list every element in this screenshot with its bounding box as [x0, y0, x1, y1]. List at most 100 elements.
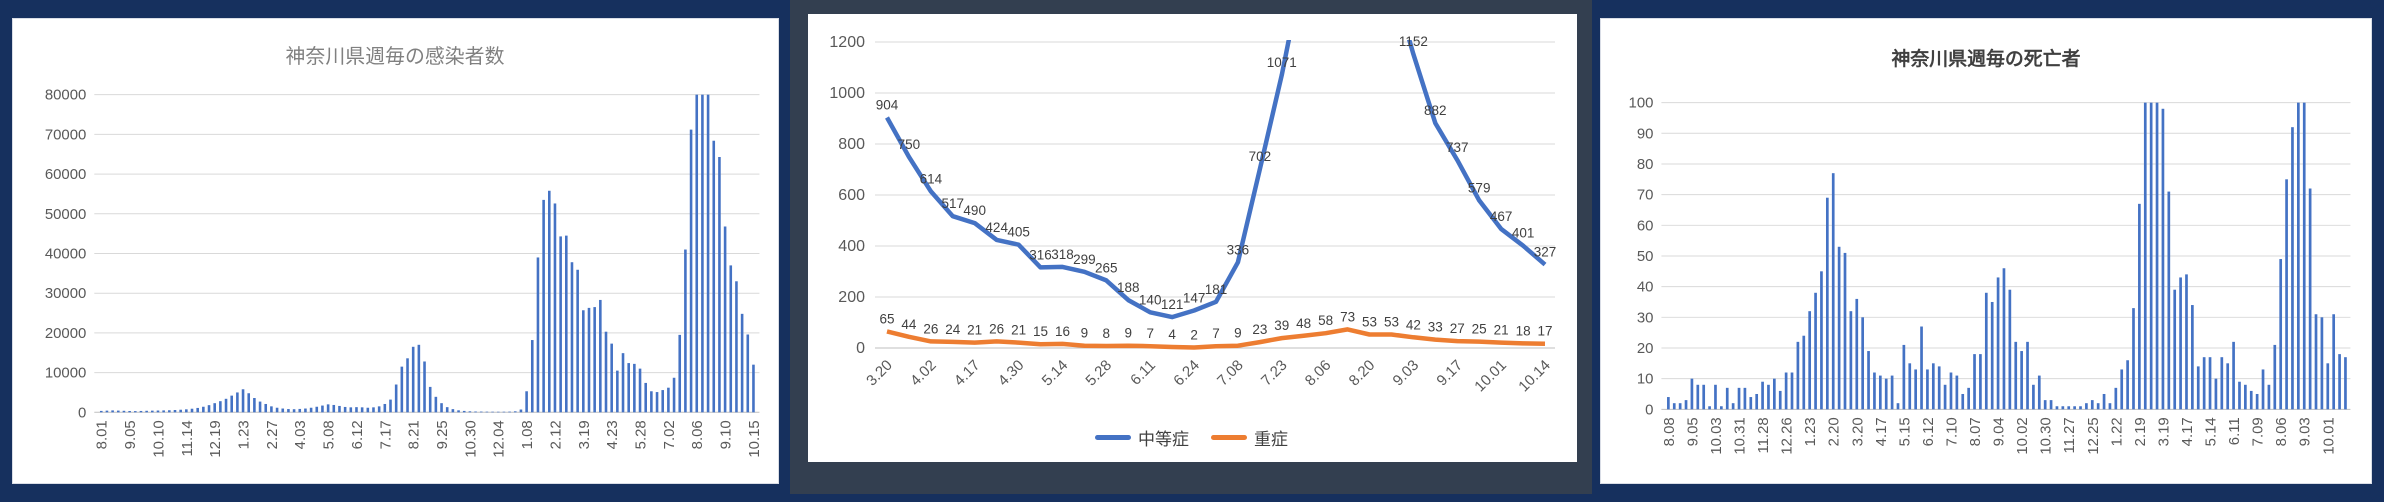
bar	[360, 407, 364, 413]
bar	[151, 410, 154, 413]
bar	[179, 409, 182, 413]
bar	[417, 344, 421, 413]
data-label: 48	[1296, 316, 1311, 331]
bar	[689, 129, 693, 413]
bar	[156, 410, 160, 413]
bar	[508, 411, 511, 413]
y-axis-label: 60000	[45, 166, 86, 183]
data-label: 26	[923, 321, 938, 336]
bar	[2037, 375, 2041, 410]
bar	[2120, 369, 2124, 410]
bar	[326, 404, 330, 413]
bar	[1796, 341, 1800, 410]
data-label: 9	[1081, 326, 1089, 341]
data-label: 181	[1205, 282, 1228, 297]
data-label: 26	[989, 321, 1004, 336]
bar	[1873, 372, 1876, 410]
bar	[2220, 357, 2224, 410]
bar	[1926, 369, 1929, 410]
x-axis-label: 3.20	[863, 357, 896, 390]
x-axis-label: 6.11	[2226, 417, 2243, 445]
data-label: 579	[1468, 180, 1491, 195]
legend-moderate-label[interactable]: 中等症	[1138, 430, 1189, 449]
bar	[219, 401, 222, 413]
bar	[462, 410, 466, 413]
data-label: 702	[1249, 149, 1272, 164]
legend-severe-label[interactable]: 重症	[1254, 430, 1288, 449]
bar	[2143, 102, 2147, 410]
x-axis-label: 9.05	[122, 420, 139, 449]
bar	[1808, 311, 1812, 410]
bar	[190, 408, 194, 413]
bar	[570, 262, 574, 413]
bar	[1837, 246, 1841, 410]
x-axis-label: 3.19	[576, 420, 593, 449]
data-label: 299	[1073, 252, 1096, 267]
x-axis-label: 5.14	[2203, 417, 2220, 446]
y-axis-label: 10000	[45, 365, 86, 382]
bar	[2002, 268, 2006, 410]
x-axis-label: 4.30	[995, 357, 1028, 390]
infections-chart-card[interactable]: 神奈川県週毎の感染者数 0 10000 20000 30000 40000 50000 60…	[12, 18, 779, 484]
data-label: 140	[1139, 292, 1162, 307]
bar	[1672, 403, 1676, 410]
bar	[207, 405, 211, 413]
data-label: 750	[898, 137, 921, 152]
data-label: 737	[1446, 140, 1469, 155]
bar	[593, 307, 596, 413]
bar	[1720, 406, 1723, 410]
legend-severe-marker	[1211, 435, 1247, 440]
data-label: 882	[1424, 103, 1447, 118]
bar	[2196, 366, 2200, 410]
x-axis-label: 4.02	[907, 357, 940, 390]
x-axis-label: 5.14	[1039, 357, 1072, 390]
bar	[712, 140, 716, 413]
bar	[2232, 341, 2235, 410]
x-axis-label: 12.26	[1779, 417, 1796, 454]
bar	[2014, 341, 2018, 410]
bar	[2291, 127, 2294, 410]
bar	[213, 403, 216, 413]
severity-chart-card[interactable]: 0 200 400 600 800 1000 1200 904 750 614 517 490 424 4…	[808, 14, 1577, 462]
bar	[2096, 403, 2100, 410]
bar	[315, 406, 319, 413]
bar	[599, 299, 602, 413]
x-axis-label: 10.02	[2014, 417, 2031, 454]
bar	[638, 368, 642, 413]
y-axis-label: 200	[838, 289, 865, 306]
bar	[1772, 378, 1776, 410]
bar	[2149, 102, 2153, 410]
deaths-chart-card[interactable]: 神奈川県週毎の死亡者 0 10 20 30 40 50 60 70 80 90 100 8.08 9.0…	[1600, 18, 2372, 484]
bar	[695, 94, 699, 413]
x-axis-label: 10.01	[2320, 417, 2337, 454]
x-axis-label: 5.28	[633, 420, 650, 449]
data-label: 18	[1516, 323, 1531, 338]
bar	[372, 407, 375, 413]
data-label: 318	[1051, 247, 1074, 262]
bar	[2032, 384, 2035, 410]
x-axis-label: 12.19	[207, 420, 224, 457]
severity-legend: 中等症 重症	[1095, 430, 1288, 449]
bar	[1931, 363, 1935, 410]
bar	[2273, 344, 2277, 410]
x-axis-label: 4.17	[1873, 417, 1890, 446]
data-label: 614	[920, 171, 943, 186]
x-axis-label: 2.20	[1826, 417, 1843, 446]
x-axis-label: 9.03	[2297, 417, 2314, 446]
bar	[292, 409, 296, 413]
bar	[2138, 203, 2141, 410]
bar	[1702, 384, 1706, 410]
y-axis-label: 0	[78, 404, 86, 421]
bar	[2279, 259, 2283, 410]
data-label: 65	[879, 311, 894, 326]
bar	[474, 411, 477, 413]
bar	[582, 310, 585, 413]
bar	[1690, 378, 1694, 410]
bar	[128, 410, 131, 413]
y-axis-label: 30	[1637, 309, 1654, 326]
bar	[1708, 406, 1711, 410]
bar	[1790, 372, 1794, 410]
bar	[706, 94, 710, 413]
